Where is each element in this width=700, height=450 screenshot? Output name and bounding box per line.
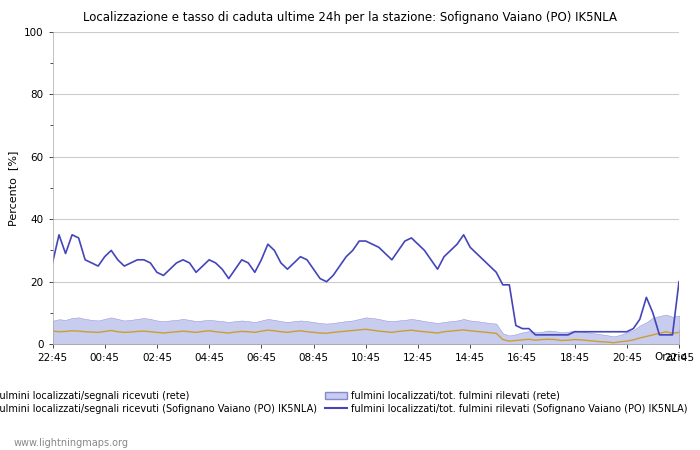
Text: www.lightningmaps.org: www.lightningmaps.org	[14, 438, 129, 448]
Text: Localizzazione e tasso di caduta ultime 24h per la stazione: Sofignano Vaiano (P: Localizzazione e tasso di caduta ultime …	[83, 11, 617, 24]
Legend: fulmini localizzati/segnali ricevuti (rete), fulmini localizzati/segnali ricevut: fulmini localizzati/segnali ricevuti (re…	[0, 391, 688, 414]
Y-axis label: Percento  [%]: Percento [%]	[8, 150, 18, 225]
Text: Orario: Orario	[654, 352, 687, 362]
